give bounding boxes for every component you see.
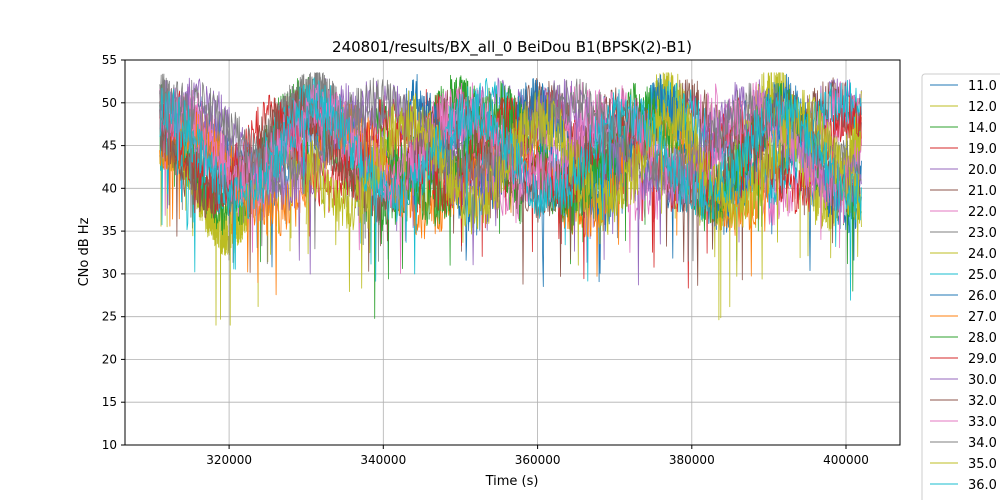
legend-label: 32.0 (968, 394, 997, 409)
series-line-36.0 (159, 86, 862, 301)
legend-label: 25.0 (968, 268, 997, 283)
y-tick-label: 25 (102, 310, 117, 324)
legend-label: 22.0 (968, 205, 997, 220)
x-tick-label: 340000 (360, 453, 406, 467)
y-tick-label: 30 (102, 267, 117, 281)
y-tick-label: 20 (102, 352, 117, 366)
legend-label: 14.0 (968, 121, 997, 136)
legend: 11.0 12.0 14.0 19.0 20.0 21.0 22.0 23.0 24.0 25.0… (921, 73, 1000, 500)
y-axis-label: CNo dB Hz (77, 217, 92, 286)
y-tick-label: 50 (102, 96, 117, 110)
x-tick-label: 320000 (206, 453, 252, 467)
legend-label: 26.0 (968, 289, 997, 304)
y-tick-label: 10 (102, 438, 117, 452)
series-lines (159, 72, 862, 326)
legend-label: 27.0 (968, 310, 997, 325)
legend-label: 23.0 (968, 226, 997, 241)
legend-label: 33.0 (968, 415, 997, 430)
series-line-35.0 (305, 89, 862, 293)
y-tick-label: 15 (102, 395, 117, 409)
series-line-34.0 (159, 77, 862, 262)
legend-label: 36.0 (968, 478, 997, 493)
legend-label: 20.0 (968, 163, 997, 178)
chart-title: 240801/results/BX_all_0 BeiDou B1(BPSK(2… (332, 38, 692, 57)
y-tick-label: 35 (102, 224, 117, 238)
x-tick-label: 400000 (823, 453, 869, 467)
y-tick-label: 55 (102, 53, 117, 67)
legend-label: 34.0 (968, 436, 997, 451)
legend-label: 35.0 (968, 457, 997, 472)
legend-label: 28.0 (968, 331, 997, 346)
y-tick-label: 40 (102, 181, 117, 195)
legend-label: 19.0 (968, 142, 997, 157)
x-axis-label: Time (s) (485, 474, 539, 489)
plot-frame (124, 59, 901, 446)
legend-box (921, 73, 1000, 500)
x-tick-label: 380000 (669, 453, 715, 467)
legend-label: 11.0 (968, 79, 997, 94)
legend-label: 29.0 (968, 352, 997, 367)
legend-label: 30.0 (968, 373, 997, 388)
legend-label: 24.0 (968, 247, 997, 262)
axis-ticks: 320000 340000 360000 380000 400000 10 15 20 25 30… (102, 53, 869, 467)
y-tick-label: 45 (102, 139, 117, 153)
legend-label: 12.0 (968, 100, 997, 115)
legend-label: 21.0 (968, 184, 997, 199)
x-tick-label: 360000 (515, 453, 561, 467)
